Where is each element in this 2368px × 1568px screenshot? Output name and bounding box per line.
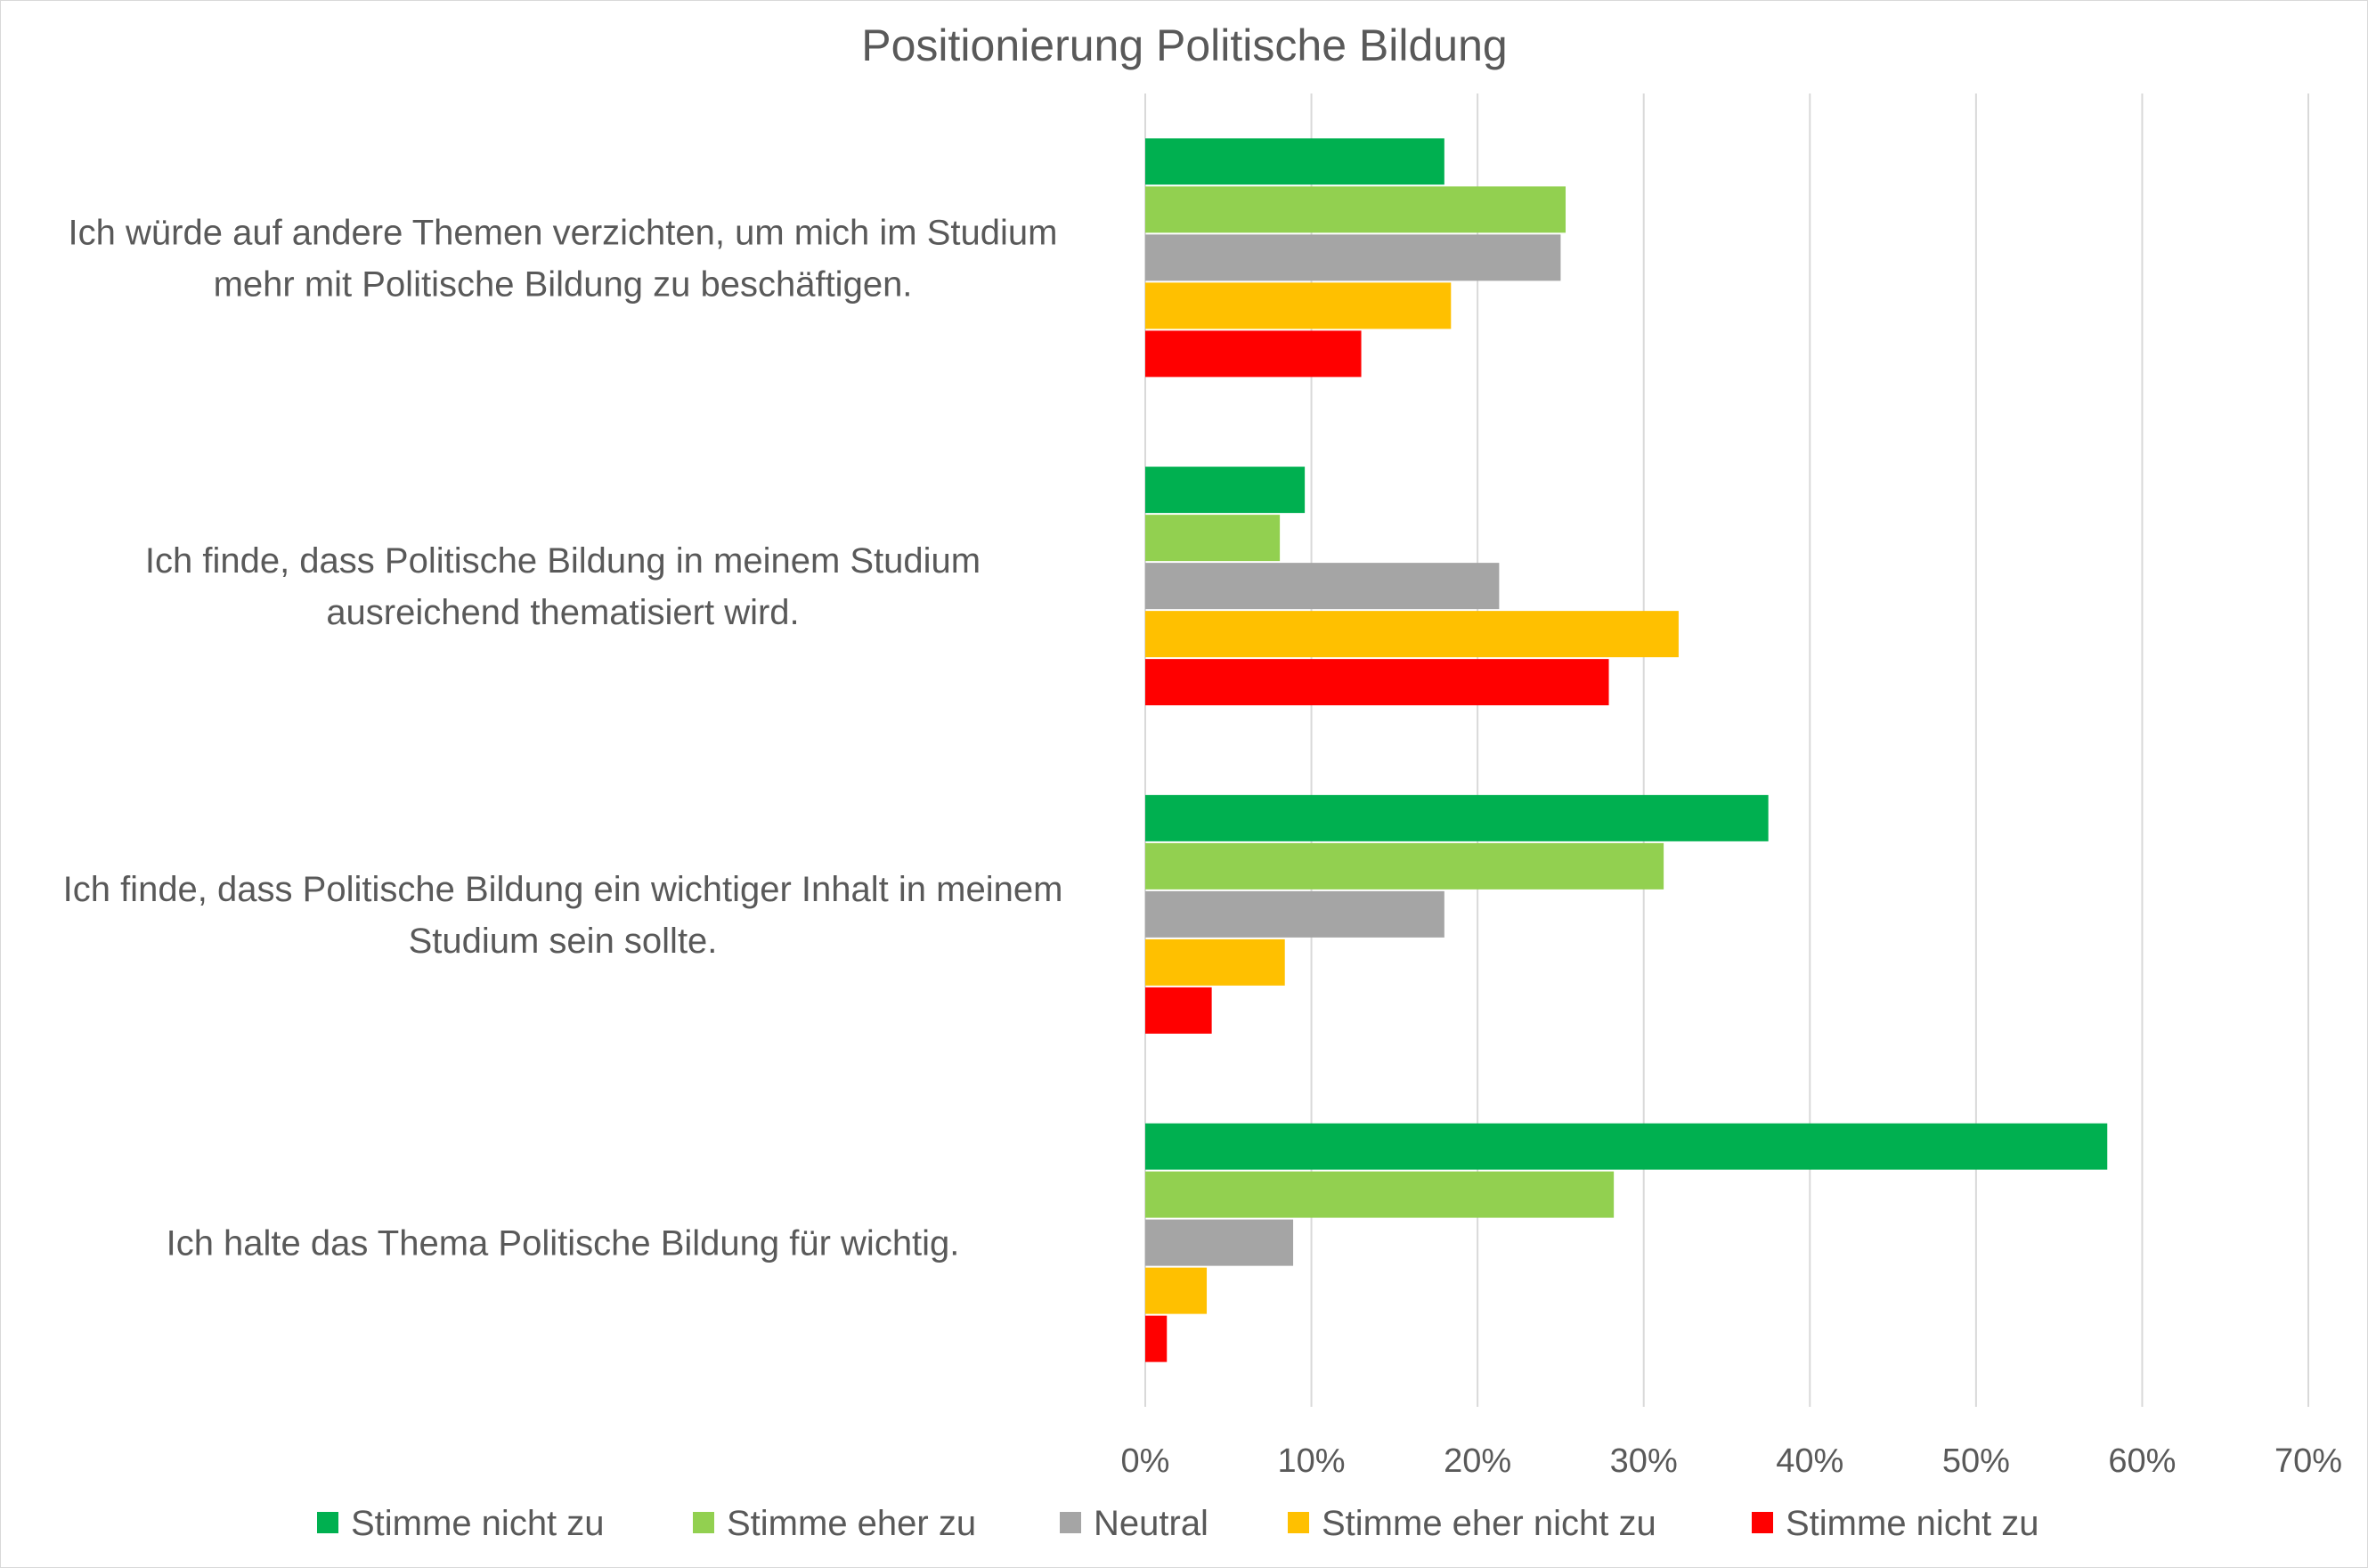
x-tick-label: 60%	[2108, 1442, 2176, 1480]
legend-swatch	[693, 1512, 714, 1533]
x-tick-label: 30%	[1610, 1442, 1678, 1480]
x-tick-label: 10%	[1278, 1442, 1346, 1480]
bar	[1145, 1219, 1294, 1266]
bar	[1145, 659, 1609, 706]
legend-label: Stimme nicht zu	[1786, 1504, 2039, 1543]
bar	[1145, 330, 1362, 378]
x-axis-tick-labels: 0% 10% 20% 30% 40% 50% 60% 70%	[1121, 1442, 2342, 1480]
x-tick-label: 0%	[1121, 1442, 1170, 1480]
x-tick-label: 20%	[1444, 1442, 1511, 1480]
legend: Stimme nicht zu Stimme eher zu Neutral Stim…	[317, 1504, 2039, 1543]
legend-label: Neutral	[1094, 1504, 1208, 1543]
bar	[1145, 1123, 2108, 1170]
chart-title: Positionierung Politische Bildung	[861, 20, 1507, 70]
x-tick-label: 70%	[2274, 1442, 2342, 1480]
legend-item: Stimme nicht zu	[1752, 1504, 2039, 1543]
category-label: Ich finde, dass Politische Bildung ein w…	[63, 870, 1063, 961]
legend-label: Stimme nicht zu	[351, 1504, 605, 1543]
bar	[1145, 186, 1566, 233]
x-tick-label: 50%	[1942, 1442, 2010, 1480]
legend-label: Stimme eher zu	[727, 1504, 976, 1543]
category-label: Ich würde auf andere Themen verzichten, …	[69, 213, 1058, 304]
bar	[1145, 1171, 1615, 1218]
legend-label: Stimme eher nicht zu	[1322, 1504, 1656, 1543]
bar	[1145, 842, 1664, 890]
category-label: Ich halte das Thema Politische Bildung f…	[167, 1224, 960, 1263]
bar	[1145, 1315, 1168, 1362]
bar	[1145, 794, 1769, 841]
bar	[1145, 890, 1444, 938]
legend-swatch	[317, 1512, 338, 1533]
bar	[1145, 515, 1281, 562]
bar	[1145, 138, 1444, 185]
bar	[1145, 563, 1500, 610]
legend-swatch	[1752, 1512, 1773, 1533]
bar	[1145, 467, 1306, 514]
bars	[1145, 138, 2108, 1362]
legend-swatch	[1288, 1512, 1309, 1533]
legend-item: Neutral	[1060, 1504, 1208, 1543]
bar	[1145, 1267, 1208, 1314]
legend-item: Stimme eher zu	[693, 1504, 976, 1543]
bar	[1145, 938, 1285, 986]
category-labels: Ich würde auf andere Themen verzichten, …	[63, 213, 1063, 1263]
legend-item: Stimme nicht zu	[317, 1504, 605, 1543]
bar	[1145, 234, 1561, 281]
bar	[1145, 282, 1452, 329]
legend-item: Stimme eher nicht zu	[1288, 1504, 1656, 1543]
category-label: Ich finde, dass Politische Bildung in me…	[145, 541, 981, 632]
legend-swatch	[1060, 1512, 1081, 1533]
bar	[1145, 611, 1679, 658]
x-tick-label: 40%	[1776, 1442, 1843, 1480]
bar	[1145, 987, 1212, 1034]
